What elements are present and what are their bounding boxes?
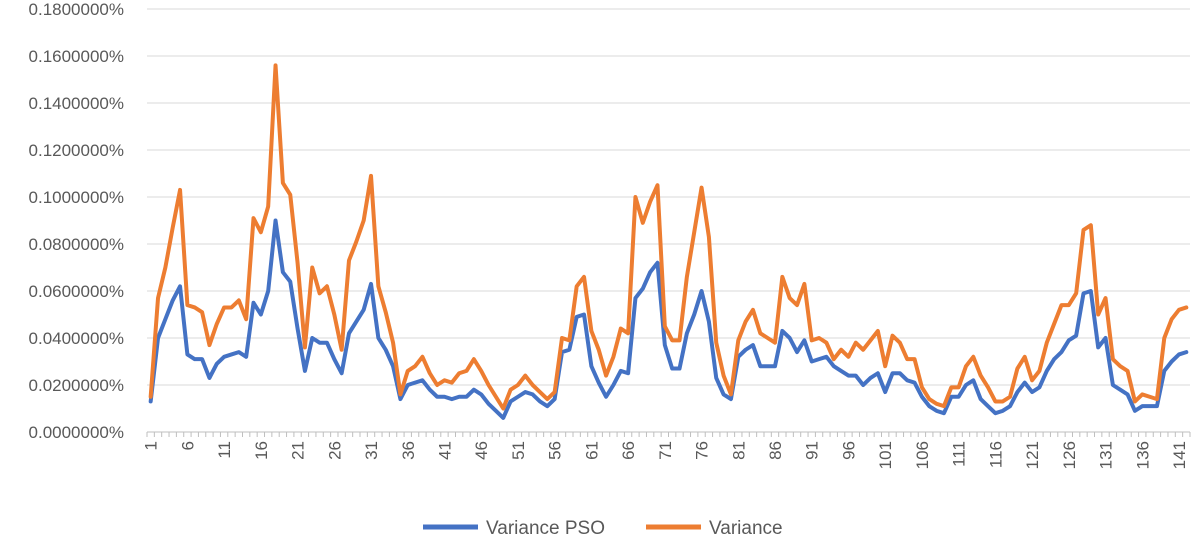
y-tick-label: 0.0600000% [29, 282, 124, 301]
y-tick-label: 0.0200000% [29, 376, 124, 395]
x-tick-label: 71 [656, 441, 675, 460]
x-tick-label: 41 [435, 441, 454, 460]
series-line-variance-pso [148, 218, 1189, 420]
x-tick-label: 16 [252, 441, 271, 460]
x-tick-label: 121 [1023, 441, 1042, 469]
x-tick-label: 86 [766, 441, 785, 460]
y-tick-label: 0.0400000% [29, 329, 124, 348]
x-tick-label: 96 [839, 441, 858, 460]
x-tick-label: 46 [472, 441, 491, 460]
legend: Variance PSO Variance [423, 518, 783, 535]
x-tick-label: 116 [986, 441, 1005, 468]
y-tick-label: 0.0800000% [29, 235, 124, 254]
x-tick-label: 76 [693, 441, 712, 460]
y-tick-label: 0.1600000% [29, 47, 124, 66]
legend-label-variance: Variance [709, 518, 783, 535]
y-tick-label: 0.1200000% [29, 141, 124, 160]
series-lines [148, 63, 1189, 420]
x-axis-tick-labels: 1 6 11 16 21 26 31 36 41 46 51 56 61 66 71 76 81 86 91 96 10… [142, 441, 1189, 469]
x-tick-label: 1 [142, 441, 161, 450]
x-tick-label: 61 [582, 441, 601, 460]
x-tick-label: 101 [876, 441, 895, 469]
x-tick-label: 106 [913, 441, 932, 469]
y-tick-label: 0.1400000% [29, 94, 124, 113]
x-tick-label: 66 [619, 441, 638, 460]
x-tick-label: 26 [325, 441, 344, 460]
x-tick-label: 81 [729, 441, 748, 460]
y-tick-label: 0.1800000% [29, 0, 124, 19]
series-line-variance [148, 63, 1189, 411]
x-axis [146, 431, 1191, 437]
legend-label-variance-pso: Variance PSO [486, 518, 605, 535]
y-tick-label: 0.0000000% [29, 423, 124, 442]
x-tick-label: 136 [1133, 441, 1152, 469]
x-tick-label: 131 [1097, 441, 1116, 469]
x-tick-label: 56 [546, 441, 565, 460]
x-tick-label: 31 [362, 441, 381, 460]
x-tick-label: 126 [1060, 441, 1079, 469]
x-tick-label: 111 [950, 441, 969, 467]
x-tick-label: 141 [1170, 441, 1189, 469]
x-tick-label: 21 [289, 441, 308, 460]
x-tick-label: 11 [215, 441, 234, 459]
y-tick-label: 0.1000000% [29, 188, 124, 207]
x-tick-label: 51 [509, 441, 528, 460]
x-tick-label: 91 [803, 441, 822, 460]
y-axis-tick-labels: 0.0000000% 0.0200000% 0.0400000% 0.0600000%… [29, 0, 124, 442]
x-tick-label: 36 [399, 441, 418, 460]
x-tick-label: 6 [178, 441, 197, 450]
